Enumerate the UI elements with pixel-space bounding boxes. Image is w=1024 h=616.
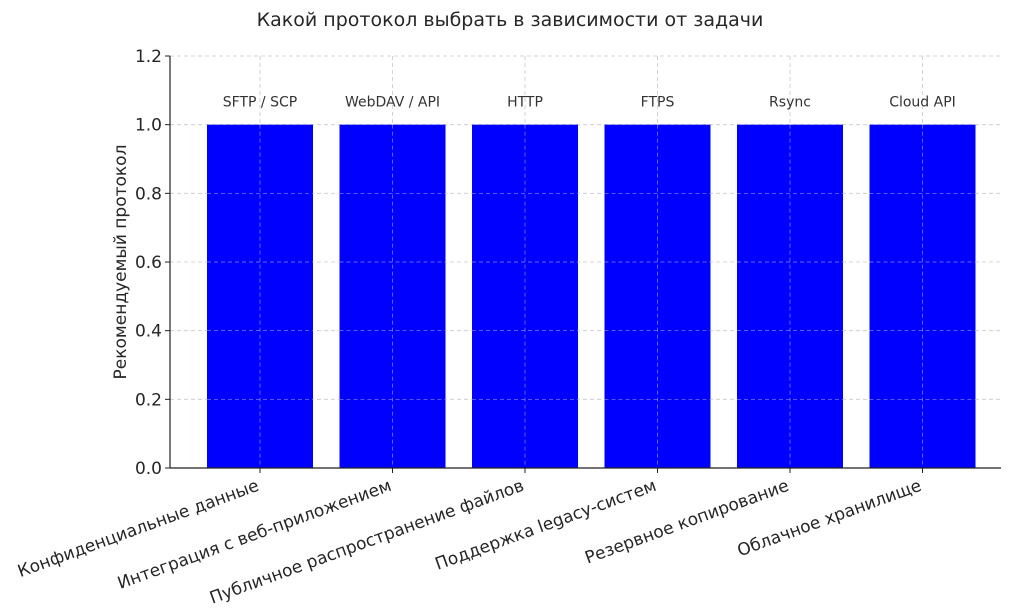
bar-data-label: WebDAV / API: [345, 95, 440, 111]
chart-title: Какой протокол выбрать в зависимости от …: [257, 9, 764, 31]
bar-data-label: SFTP / SCP: [223, 95, 297, 111]
bars: [207, 124, 976, 469]
data-labels: SFTP / SCP WebDAV / API HTTP FTPS Rsync Cloud…: [223, 95, 956, 111]
axes: [165, 55, 1001, 473]
y-tick-label: 1.0: [135, 116, 162, 136]
bar-data-label: HTTP: [507, 95, 543, 111]
bar-data-label: FTPS: [641, 95, 675, 111]
bar-data-label: Rsync: [769, 95, 811, 111]
y-axis-label: Рекомендуемый протокол: [111, 145, 131, 380]
y-tick-label: 0.6: [135, 253, 162, 273]
x-tick-label: Поддержка legacy-систем: [433, 476, 660, 575]
y-tick-label: 0.2: [135, 390, 162, 410]
y-tick-label: 0.8: [135, 184, 162, 204]
bar-data-label: Cloud API: [889, 95, 956, 111]
y-tick-label: 0.4: [135, 322, 162, 342]
y-tick-labels: 0.0 0.2 0.4 0.6 0.8 1.0 1.2: [135, 47, 162, 479]
y-tick-label: 0.0: [135, 459, 162, 479]
y-tick-label: 1.2: [135, 47, 162, 67]
